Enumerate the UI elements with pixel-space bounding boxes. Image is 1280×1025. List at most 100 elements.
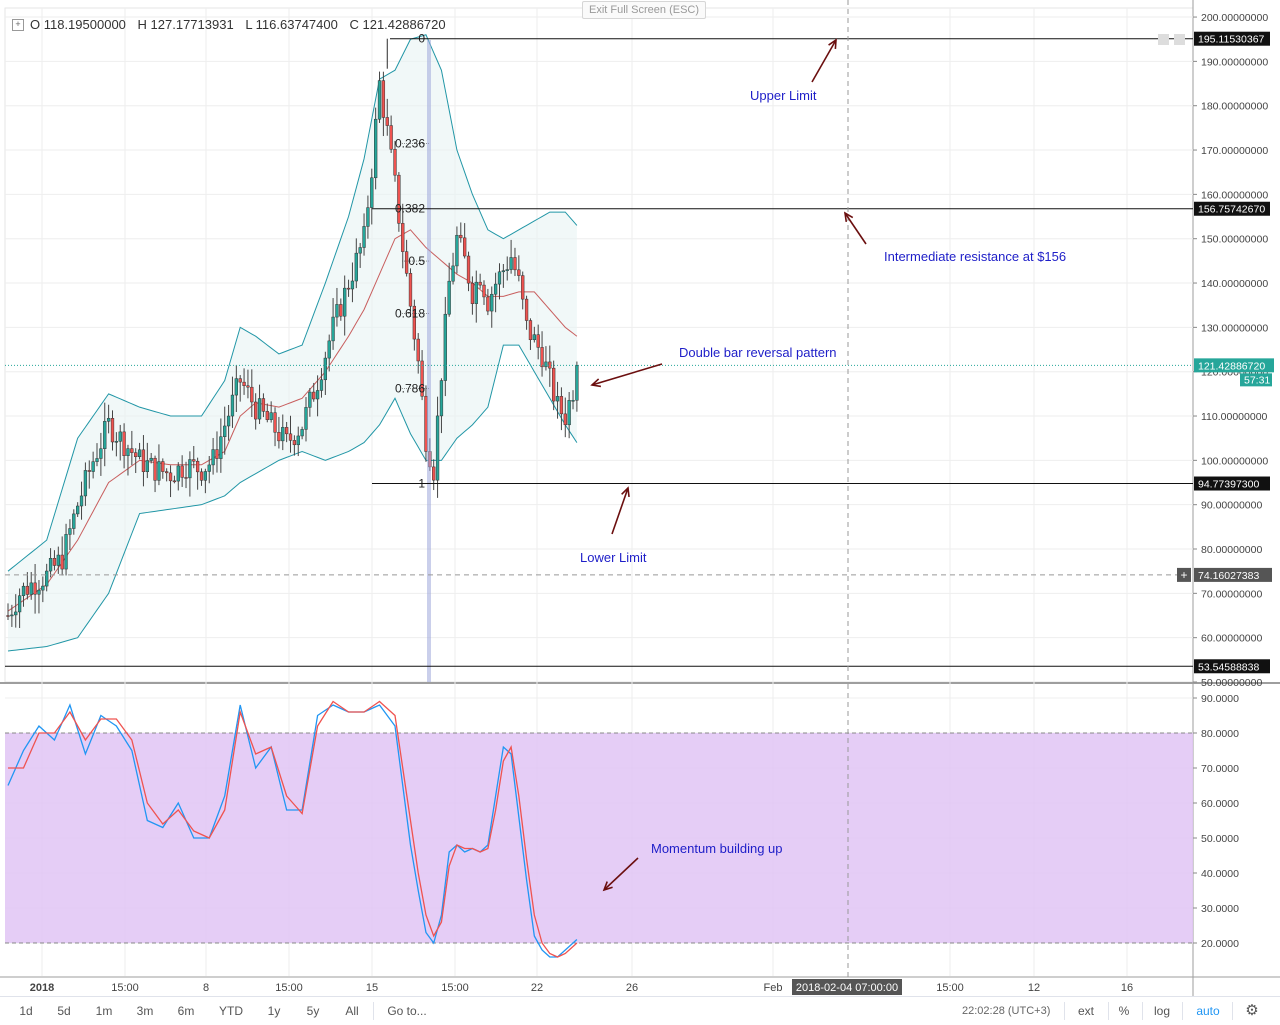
clock-timezone[interactable]: (UTC+3) — [1007, 1005, 1051, 1017]
price-tick-label: 110.00000000 — [1201, 411, 1268, 423]
candle-body — [83, 470, 88, 497]
candle-body — [157, 461, 161, 481]
candle-body — [195, 460, 200, 473]
candle-body — [474, 281, 478, 304]
ext-toggle[interactable]: ext — [1077, 1004, 1094, 1018]
price-tick-label: 100.00000000 — [1201, 455, 1268, 467]
stoch-tick-label: 80.0000 — [1201, 728, 1239, 740]
candle-body — [532, 334, 536, 341]
auto-toggle[interactable]: auto — [1196, 1004, 1220, 1018]
price-tick-label: 180.00000000 — [1201, 101, 1268, 113]
candle-body — [149, 457, 153, 461]
candle-body — [68, 528, 72, 535]
candle-body — [412, 305, 417, 340]
candle-body — [168, 472, 173, 482]
candle-body — [234, 378, 238, 396]
annotations-layer: + Upper Limit Intermediate resistance at $… — [5, 0, 1193, 977]
candle-body — [118, 431, 122, 442]
candle-body — [79, 495, 84, 507]
time-tick-label: 12 — [1028, 982, 1040, 994]
candle-body — [354, 252, 358, 282]
candle-body — [110, 418, 115, 443]
annotation-arrow — [611, 487, 629, 535]
range-1d-button[interactable]: 1d — [19, 1004, 33, 1018]
candle-body — [6, 615, 10, 617]
range-1m-button[interactable]: 1m — [95, 1004, 113, 1018]
price-axis[interactable]: 50.00000000 60.00000000 70.00000000 80.0000… — [1193, 12, 1274, 950]
candle-body — [490, 293, 494, 312]
price-tick-label: 70.00000000 — [1201, 588, 1262, 600]
collapse-legend-icon[interactable]: + — [12, 19, 24, 31]
crosshair-price-tag — [1194, 567, 1272, 582]
range-1y-button[interactable]: 1y — [267, 1004, 281, 1018]
candle-body — [544, 361, 548, 368]
range-5d-button[interactable]: 5d — [57, 1004, 71, 1018]
range-5y-button[interactable]: 5y — [306, 1004, 320, 1018]
bollinger-upper-line — [7, 34, 578, 572]
toolbar-divider — [373, 1002, 374, 1020]
candle-body — [21, 585, 26, 596]
clock: 22:02:28 (UTC+3) — [962, 1002, 1050, 1020]
toolbar-divider — [1232, 1002, 1233, 1020]
horizontal-line-price-label: 94.77397300 — [1198, 479, 1259, 491]
time-tick-label: 26 — [626, 982, 638, 994]
annotation-arrow — [844, 212, 867, 245]
candle-body — [300, 429, 304, 437]
exit-fullscreen-button[interactable]: Exit Full Screen (ESC) — [582, 1, 706, 19]
candle-body — [493, 283, 498, 295]
candle-body — [393, 148, 397, 176]
candle-body — [95, 458, 99, 462]
countdown-label: 57:31 — [1244, 374, 1270, 386]
candle-body — [126, 448, 130, 456]
candle-body — [203, 471, 208, 481]
candle-body — [72, 513, 76, 529]
candle-body — [439, 380, 444, 417]
candle-body — [261, 398, 266, 412]
log-toggle[interactable]: log — [1153, 1004, 1170, 1018]
candle-body — [559, 396, 564, 415]
candle-body — [254, 401, 258, 420]
time-tick-label: 15:00 — [441, 982, 469, 994]
candle-body — [501, 270, 506, 273]
stoch-tick-label: 50.0000 — [1201, 833, 1239, 845]
time-tick-label: 2018 — [30, 982, 54, 994]
range-all-button[interactable]: All — [345, 1004, 359, 1018]
candle-body — [269, 412, 273, 420]
stoch-tick-label: 20.0000 — [1201, 938, 1239, 950]
range-6m-button[interactable]: 6m — [177, 1004, 195, 1018]
candle-body — [10, 614, 14, 617]
bollinger-middle-line — [7, 229, 578, 612]
candle-body — [64, 534, 68, 570]
range-3m-button[interactable]: 3m — [136, 1004, 154, 1018]
horizontal-line-price-label: 195.11530367 — [1198, 34, 1265, 46]
horizontal-line-price-label: 156.75742670 — [1198, 204, 1265, 216]
candle-body — [327, 340, 331, 359]
candle-body — [137, 449, 142, 457]
annotation-arrow-head — [602, 881, 613, 892]
candle-body — [25, 585, 30, 595]
percent-toggle[interactable]: % — [1118, 1004, 1130, 1018]
candle-body — [323, 357, 327, 381]
candle-body — [33, 582, 37, 595]
range-ytd-button[interactable]: YTD — [219, 1004, 243, 1018]
candle-body — [350, 280, 355, 290]
candle-body — [524, 298, 529, 321]
plus-icon: + — [1180, 568, 1187, 582]
candle-body — [165, 471, 169, 474]
candle-body — [401, 223, 405, 252]
candle-body — [242, 381, 246, 386]
time-tick-label: 8 — [203, 982, 209, 994]
time-tick-label: 15:00 — [111, 982, 139, 994]
goto-button[interactable]: Go to... — [387, 1004, 427, 1018]
time-axis[interactable]: 2018 15:00 8 15:00 15 15:00 22 26 Feb 15:00 12 16 20… — [30, 979, 1133, 995]
stoch-tick-label: 40.0000 — [1201, 868, 1239, 880]
annotation-text: Upper Limit — [750, 88, 817, 103]
ohlc-low: L 116.63747400 — [245, 17, 338, 32]
gear-icon[interactable]: ⚙ — [1245, 1002, 1259, 1019]
candle-body — [343, 287, 347, 317]
candle-body — [265, 411, 269, 420]
candle-body — [540, 347, 544, 368]
candle-body — [358, 247, 362, 254]
horizontal-line-price-tag — [1194, 659, 1270, 674]
